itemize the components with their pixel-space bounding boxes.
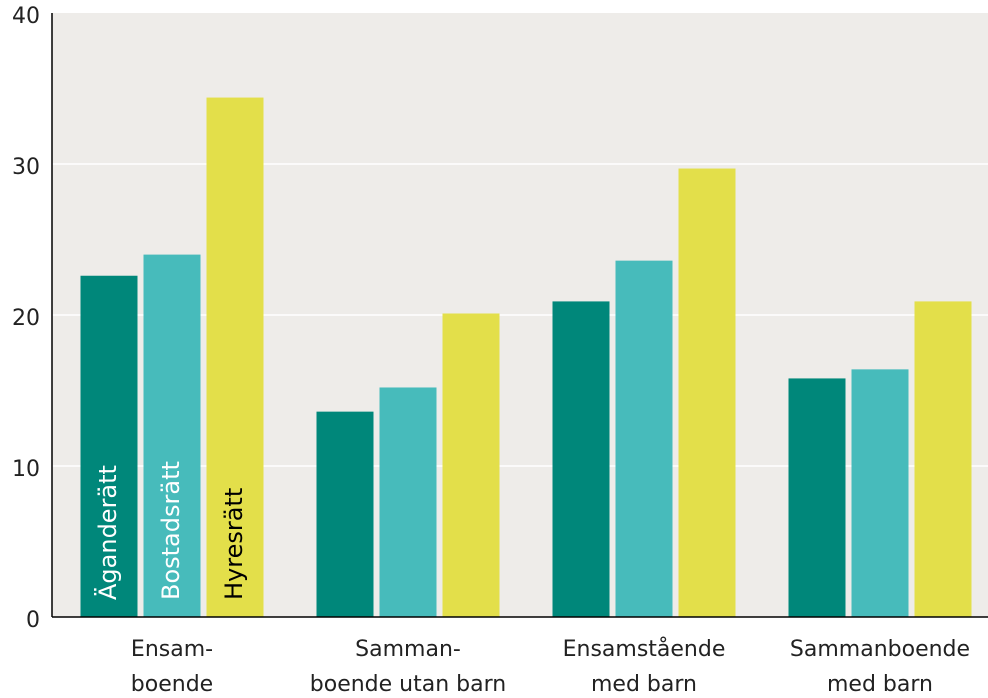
x-tick-label-line: Ensamstående xyxy=(563,636,726,662)
x-tick-label: Ensam-boende xyxy=(131,637,213,697)
y-tick-label: 20 xyxy=(12,306,40,331)
bar xyxy=(316,411,374,617)
x-tick-label-line: Samman- xyxy=(355,637,461,662)
bar xyxy=(80,275,138,617)
bar xyxy=(851,369,909,617)
legend-label: Bostadsrätt xyxy=(157,461,185,600)
x-tick-label: Ensamstående med barn xyxy=(563,636,726,697)
x-tick-label-line: med barn xyxy=(591,672,697,697)
x-tick-label-line: Sammanboende xyxy=(790,637,970,662)
legend-label: Hyresrätt xyxy=(220,488,248,600)
bar xyxy=(143,254,201,617)
legend-label: Äganderätt xyxy=(93,465,122,600)
bar xyxy=(678,168,736,617)
y-tick-label: 40 xyxy=(12,4,40,29)
bar xyxy=(379,387,437,617)
bar xyxy=(552,301,610,617)
y-tick-label: 30 xyxy=(12,155,40,180)
y-tick-label: 0 xyxy=(26,608,40,633)
x-tick-label: Samman-boende utan barn xyxy=(310,637,506,697)
x-tick-label-line: boende utan barn xyxy=(310,672,506,697)
bar xyxy=(914,301,972,617)
x-tick-label-line: med barn xyxy=(827,672,933,697)
bar xyxy=(788,378,846,617)
x-tick-label-line: Ensam- xyxy=(131,637,213,662)
y-tick-label: 10 xyxy=(12,457,40,482)
bar xyxy=(615,260,673,617)
x-tick-label-line: boende xyxy=(131,672,213,697)
bar xyxy=(206,97,264,617)
bar xyxy=(442,313,500,617)
x-tick-label: Sammanboende med barn xyxy=(790,637,970,697)
